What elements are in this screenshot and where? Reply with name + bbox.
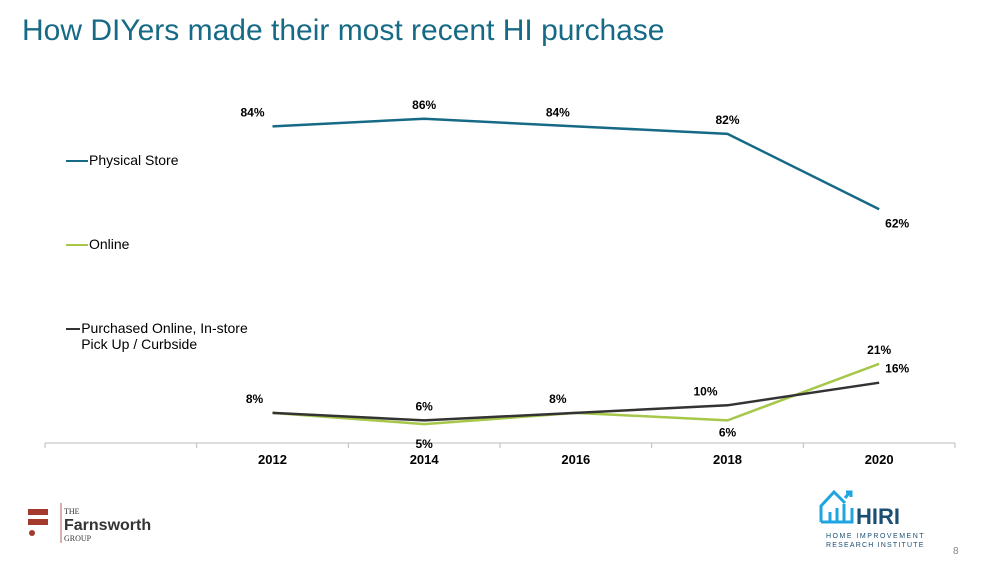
- x-tick-label: 2014: [410, 452, 440, 467]
- x-tick-label: 2012: [258, 452, 287, 467]
- legend-label: Purchased Online, In-store Pick Up / Cur…: [81, 320, 248, 352]
- data-label: 16%: [885, 362, 909, 376]
- svg-text:HOME IMPROVEMENT: HOME IMPROVEMENT: [826, 533, 925, 540]
- page-number: 8: [953, 546, 959, 557]
- series-line-2: [272, 381, 880, 422]
- svg-text:GROUP: GROUP: [64, 534, 92, 543]
- data-label: 6%: [719, 425, 737, 439]
- line-chart: 2012 2014 2016 2018 2020 84% 86% 84% 82% 62% 5% 6% 2…: [44, 98, 956, 467]
- data-label: 8%: [549, 392, 567, 406]
- slide-title: How DIYers made their most recent HI pur…: [22, 14, 665, 47]
- data-label: 62%: [885, 216, 909, 230]
- farnsworth-logo: THE Farnsworth GROUP: [28, 503, 178, 548]
- legend-item-bopis: Purchased Online, In-store Pick Up / Cur…: [66, 320, 266, 352]
- data-label: 84%: [546, 105, 570, 119]
- hiri-logo: HIRI HOME IMPROVEMENT RESEARCH INSTITUTE: [818, 486, 928, 555]
- svg-text:Farnsworth: Farnsworth: [64, 517, 151, 534]
- svg-text:HIRI: HIRI: [856, 504, 900, 529]
- series-line-1: [272, 362, 880, 426]
- data-label: 86%: [412, 98, 436, 112]
- legend-swatch: [66, 328, 81, 330]
- x-tick-label: 2016: [561, 452, 590, 467]
- x-tick-label: 2018: [713, 452, 742, 467]
- legend-item-online: Online: [66, 236, 129, 252]
- series-line-0: [272, 117, 880, 211]
- svg-text:THE: THE: [64, 507, 80, 516]
- data-label: 84%: [240, 105, 264, 119]
- legend-label: Physical Store: [89, 152, 179, 168]
- data-label: 8%: [246, 392, 264, 406]
- legend-item-physical-store: Physical Store: [66, 152, 178, 168]
- svg-text:RESEARCH INSTITUTE: RESEARCH INSTITUTE: [826, 542, 925, 549]
- legend-swatch: [66, 160, 88, 162]
- legend-swatch: [66, 244, 88, 246]
- data-label: 6%: [415, 399, 433, 413]
- data-label: 82%: [715, 113, 739, 127]
- legend-label: Online: [89, 236, 130, 252]
- data-label: 10%: [693, 384, 717, 398]
- data-label: 21%: [867, 343, 891, 357]
- data-label: 5%: [415, 437, 433, 451]
- x-tick-label: 2020: [865, 452, 894, 467]
